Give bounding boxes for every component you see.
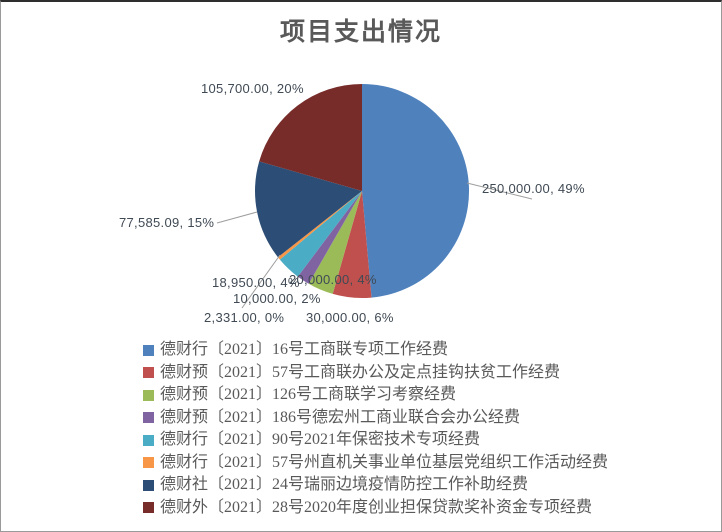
pie-slice-5[interactable] xyxy=(277,191,362,260)
legend-swatch-icon xyxy=(143,434,154,446)
legend-item-3[interactable]: 德财预〔2021〕186号德宏州工商业联合会办公经费 xyxy=(143,407,608,430)
legend-swatch-icon xyxy=(143,344,154,356)
leader-line xyxy=(216,211,258,224)
pie-slice-1[interactable] xyxy=(332,191,372,299)
legend-item-5[interactable]: 德财行〔2021〕57号州直机关事业单位基层党组织工作活动经费 xyxy=(143,452,608,475)
legend-swatch-icon xyxy=(143,479,154,491)
legend-item-7[interactable]: 德财外〔2021〕28号2020年度创业担保贷款奖补资金专项经费 xyxy=(143,497,608,520)
pie-slice-0[interactable] xyxy=(362,84,470,298)
legend-item-4[interactable]: 德财行〔2021〕90号2021年保密技术专项经费 xyxy=(143,429,608,452)
legend-label: 德财行〔2021〕57号州直机关事业单位基层党组织工作活动经费 xyxy=(160,453,609,471)
legend-swatch-icon xyxy=(143,367,154,379)
legend-swatch-icon xyxy=(143,389,154,401)
legend-swatch-icon xyxy=(143,412,154,424)
pie-slice-7[interactable] xyxy=(259,84,362,191)
legend-item-2[interactable]: 德财预〔2021〕126号工商联学习考察经费 xyxy=(143,384,608,407)
legend-swatch-icon xyxy=(143,502,154,514)
pie-slice-2[interactable] xyxy=(308,191,362,294)
leader-line xyxy=(241,254,281,309)
legend-label: 德财社〔2021〕24号瑞丽边境疫情防控工作补助经费 xyxy=(160,476,529,494)
legend-label: 德财预〔2021〕186号德宏州工商业联合会办公经费 xyxy=(160,408,521,426)
legend-swatch-icon xyxy=(143,457,154,469)
chart-title: 项目支出情况 xyxy=(279,19,442,46)
legend-item-0[interactable]: 德财行〔2021〕16号工商联专项工作经费 xyxy=(143,339,608,362)
legend-label: 德财预〔2021〕126号工商联学习考察经费 xyxy=(160,386,457,404)
legend-label: 德财预〔2021〕57号工商联办公及定点挂钩扶贫工作经费 xyxy=(160,363,561,381)
pie-slice-6[interactable] xyxy=(255,161,362,258)
pie-slice-4[interactable] xyxy=(279,191,362,277)
legend-label: 德财外〔2021〕28号2020年度创业担保贷款奖补资金专项经费 xyxy=(160,498,593,516)
legend-label: 德财行〔2021〕90号2021年保密技术专项经费 xyxy=(160,431,481,449)
legend: 德财行〔2021〕16号工商联专项工作经费德财预〔2021〕57号工商联办公及定… xyxy=(143,339,608,519)
legend-label: 德财行〔2021〕16号工商联专项工作经费 xyxy=(160,341,449,359)
pie-slice-3[interactable] xyxy=(297,191,362,284)
legend-item-1[interactable]: 德财预〔2021〕57号工商联办公及定点挂钩扶贫工作经费 xyxy=(143,362,608,385)
legend-item-6[interactable]: 德财社〔2021〕24号瑞丽边境疫情防控工作补助经费 xyxy=(143,474,608,497)
leader-line xyxy=(466,182,533,200)
